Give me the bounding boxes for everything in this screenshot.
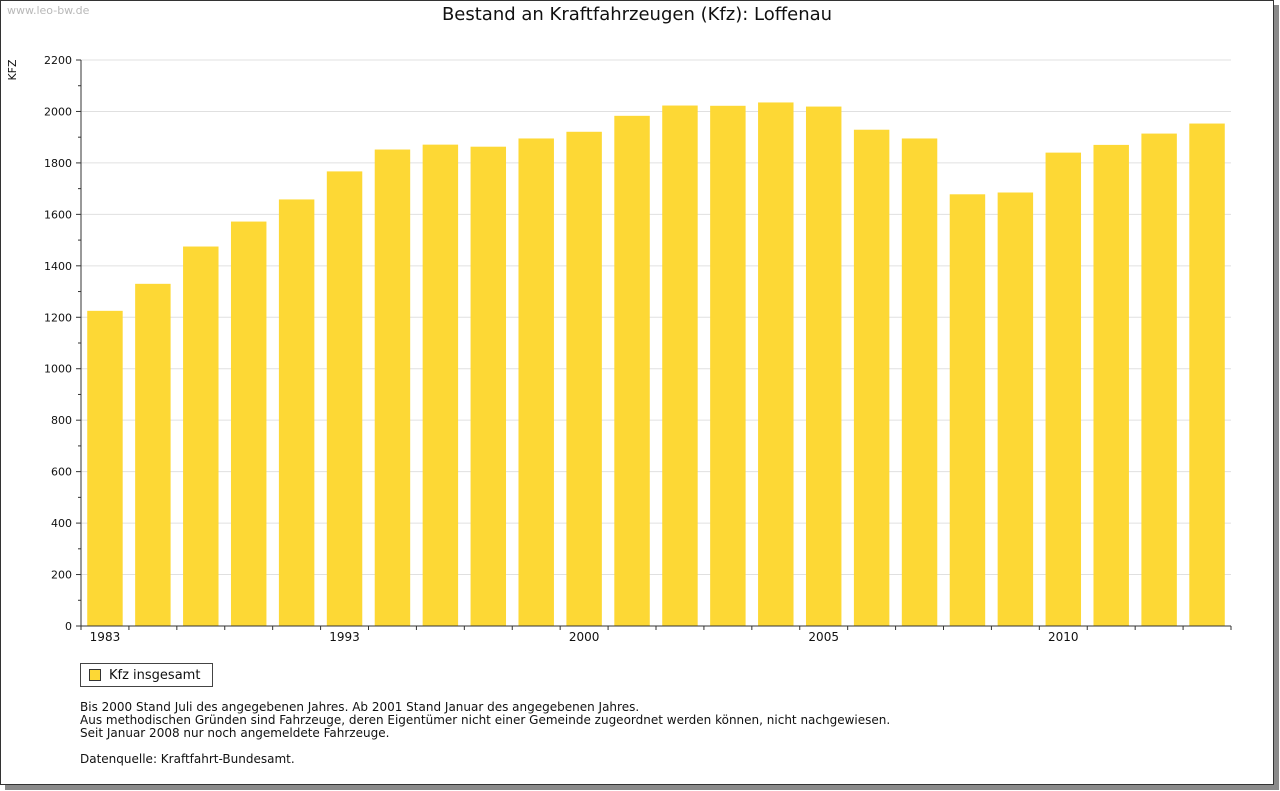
note-line-3: Seit Januar 2008 nur noch angemeldete Fa… (80, 726, 390, 740)
bar (1093, 144, 1129, 626)
y-tick-label: 1000 (44, 363, 72, 376)
y-tick-label: 0 (65, 620, 72, 633)
bar (853, 129, 890, 627)
bar (805, 106, 842, 627)
bar (183, 246, 219, 627)
watermark: www.leo-bw.de (7, 4, 90, 17)
note-line-1: Bis 2000 Stand Juli des angegebenen Jahr… (80, 700, 640, 714)
bar (326, 171, 363, 626)
bars (87, 102, 1225, 627)
bar (614, 115, 650, 626)
x-tick-labels: 1983 1993 2000 2005 2010 (90, 630, 1079, 644)
bar (470, 146, 507, 626)
bar (710, 105, 746, 626)
chart-title: Bestand an Kraftfahrzeugen (Kfz): Loffen… (441, 4, 833, 25)
x-tick-label: 1993 (329, 630, 360, 644)
bar (518, 138, 554, 626)
grid-lines (81, 59, 1231, 576)
y-tick-label: 800 (51, 414, 72, 427)
bar (278, 199, 315, 626)
bar (949, 194, 986, 626)
bar (1141, 133, 1177, 626)
y-axis-label: KFZ (6, 59, 19, 81)
bar (1045, 152, 1082, 627)
bar (135, 283, 171, 626)
bar (1189, 123, 1225, 627)
bar-chart: 0 200 400 600 800 1000 1200 1400 1600 1800 2000 220… (6, 54, 1232, 644)
bar (758, 102, 794, 626)
x-tick-label: 2005 (808, 630, 839, 644)
bar (566, 131, 602, 626)
x-tick-label: 1983 (90, 630, 121, 644)
y-tick-label: 1200 (44, 311, 72, 324)
x-tick-label: 2000 (569, 630, 600, 644)
bar (374, 149, 411, 626)
note-line-2: Aus methodischen Gründen sind Fahrzeuge,… (80, 713, 891, 727)
y-tick-label: 1600 (44, 208, 72, 221)
legend: Kfz insgesamt (80, 663, 214, 687)
data-source: Datenquelle: Kraftfahrt-Bundesamt. (80, 752, 295, 766)
bar (901, 138, 938, 626)
y-tick-label: 200 (51, 569, 72, 582)
legend-label: Kfz insgesamt (109, 667, 201, 683)
y-tick-label: 1400 (44, 260, 72, 273)
x-tick-label: 2010 (1048, 630, 1079, 644)
bar (997, 192, 1034, 626)
bar (230, 221, 267, 627)
bar (422, 144, 459, 626)
bar (662, 105, 698, 626)
legend-swatch (89, 669, 101, 681)
y-tick-label: 2000 (44, 105, 72, 118)
y-tick-labels: 0 200 400 600 800 1000 1200 1400 1600 1800 2000 220… (44, 54, 72, 633)
y-tick-label: 600 (51, 466, 72, 479)
y-tick-label: 1800 (44, 157, 72, 170)
y-tick-label: 2200 (44, 54, 72, 67)
y-tick-label: 400 (51, 517, 72, 530)
bar (87, 310, 123, 626)
axes (76, 59, 1232, 630)
